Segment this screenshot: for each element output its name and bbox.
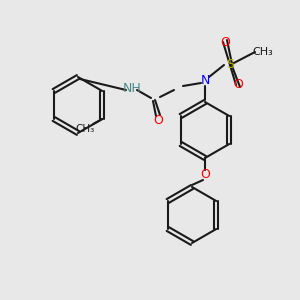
Text: O: O [200, 169, 210, 182]
Text: CH₃: CH₃ [253, 47, 273, 57]
Text: CH₃: CH₃ [76, 124, 95, 134]
Text: N: N [200, 74, 210, 86]
Text: O: O [220, 35, 230, 49]
Text: O: O [153, 113, 163, 127]
Text: S: S [226, 58, 234, 71]
Text: NH: NH [123, 82, 141, 94]
Text: O: O [233, 79, 243, 92]
